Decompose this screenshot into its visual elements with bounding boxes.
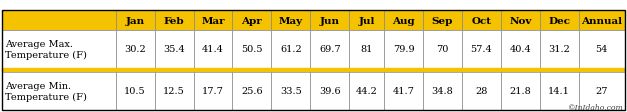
Bar [194,68,233,72]
Bar [233,11,271,31]
Text: 40.4: 40.4 [509,45,531,54]
Bar [194,72,233,110]
Text: Annual: Annual [581,16,623,25]
Text: 61.2: 61.2 [280,45,302,54]
Bar [501,11,540,31]
Text: 79.9: 79.9 [393,45,414,54]
Bar [115,31,155,68]
Bar [540,72,579,110]
Text: May: May [279,16,303,25]
Text: 14.1: 14.1 [548,87,570,96]
Bar [271,31,310,68]
Bar [271,11,310,31]
Text: 21.8: 21.8 [509,87,531,96]
Bar [310,72,349,110]
Bar [155,68,194,72]
Bar [579,31,625,68]
Bar [462,31,501,68]
Text: 35.4: 35.4 [163,45,185,54]
Bar [579,72,625,110]
Text: Average Max.
Temperature (F): Average Max. Temperature (F) [5,39,87,60]
Text: Aug: Aug [392,16,415,25]
Bar [349,72,384,110]
Text: Feb: Feb [164,16,184,25]
Bar [2,72,115,110]
Text: 34.8: 34.8 [431,87,453,96]
Text: 44.2: 44.2 [356,87,377,96]
Bar [462,68,501,72]
Text: 10.5: 10.5 [124,87,146,96]
Bar [155,72,194,110]
Text: Jan: Jan [125,16,145,25]
Text: Nov: Nov [509,16,532,25]
Bar [2,31,115,68]
Bar [271,68,310,72]
Text: 12.5: 12.5 [163,87,185,96]
Bar [115,68,155,72]
Bar [579,68,625,72]
Text: 31.2: 31.2 [548,45,570,54]
Bar [349,31,384,68]
Text: Dec: Dec [548,16,570,25]
Bar [384,11,423,31]
Bar [194,11,233,31]
Text: 33.5: 33.5 [280,87,302,96]
Bar [310,31,349,68]
Text: 41.4: 41.4 [202,45,224,54]
Bar [540,68,579,72]
Bar [115,11,155,31]
Bar [540,31,579,68]
Bar [271,72,310,110]
Bar [2,11,115,31]
Bar [233,31,271,68]
Bar [501,68,540,72]
Text: Oct: Oct [472,16,492,25]
Bar [501,31,540,68]
Text: 69.7: 69.7 [319,45,340,54]
Bar [155,31,194,68]
Bar [462,11,501,31]
Bar [2,68,115,72]
Bar [384,31,423,68]
Bar [423,68,462,72]
Bar [349,68,384,72]
Text: 28: 28 [475,87,488,96]
Text: 39.6: 39.6 [319,87,340,96]
Bar [194,31,233,68]
Text: 27: 27 [596,87,608,96]
Text: 57.4: 57.4 [470,45,492,54]
Text: ©InIdaho.com: ©InIdaho.com [568,103,624,111]
Bar [233,72,271,110]
Text: Jul: Jul [359,16,375,25]
Bar [423,11,462,31]
Text: Apr: Apr [241,16,262,25]
Bar [423,72,462,110]
Bar [115,72,155,110]
Bar [540,11,579,31]
Text: Jun: Jun [320,16,340,25]
Text: Sep: Sep [432,16,453,25]
Bar [349,11,384,31]
Bar [423,31,462,68]
Bar [155,11,194,31]
Bar [501,72,540,110]
Bar [579,11,625,31]
Text: 17.7: 17.7 [202,87,224,96]
Text: 41.7: 41.7 [393,87,414,96]
Text: Average Min.
Temperature (F): Average Min. Temperature (F) [5,81,87,102]
Bar [310,68,349,72]
Text: 30.2: 30.2 [124,45,146,54]
Text: 70: 70 [436,45,448,54]
Text: 50.5: 50.5 [241,45,263,54]
Bar [384,68,423,72]
Text: 25.6: 25.6 [241,87,263,96]
Bar [310,11,349,31]
Text: Mar: Mar [201,16,225,25]
Bar [2,11,625,110]
Text: 54: 54 [596,45,608,54]
Bar [462,72,501,110]
Bar [384,72,423,110]
Text: 81: 81 [361,45,373,54]
Bar [233,68,271,72]
